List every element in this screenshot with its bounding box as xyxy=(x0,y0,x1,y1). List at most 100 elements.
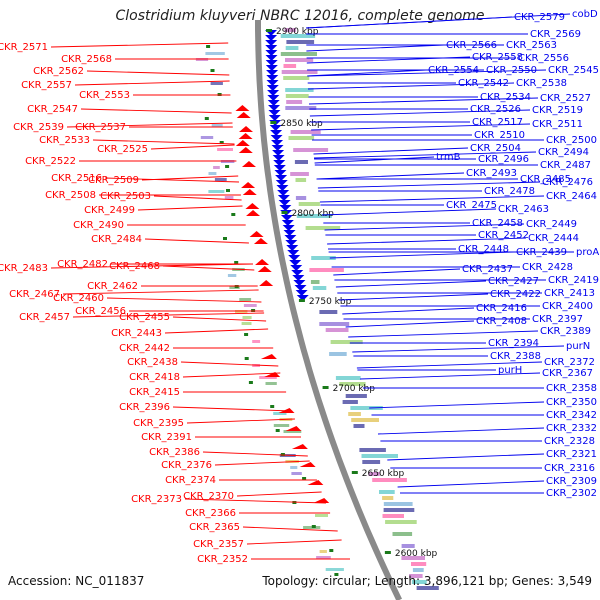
left-gene-label: CKR_2460 xyxy=(53,293,104,304)
right-gene-label: CKR_2458 xyxy=(472,218,523,229)
right-leader-line xyxy=(356,361,543,369)
feature-band xyxy=(319,550,327,553)
right-gene-label: CKR_2388 xyxy=(490,351,541,362)
feature-band xyxy=(325,328,349,332)
feature-band xyxy=(392,532,413,536)
forward-gene-arrow xyxy=(253,238,268,244)
right-gene-label: CKR_2545 xyxy=(548,65,599,76)
feature-band xyxy=(259,376,277,379)
reverse-gene-arrow xyxy=(280,215,293,221)
feature-band xyxy=(319,322,350,326)
left-gene-label: CKR_2490 xyxy=(73,220,124,231)
forward-gene-arrow xyxy=(236,112,251,118)
right-leader-line xyxy=(342,307,475,315)
left-gene-label: CKR_2467 xyxy=(9,289,60,300)
feature-band xyxy=(401,544,415,548)
feature-band xyxy=(411,562,427,566)
left-leader-line xyxy=(74,80,230,86)
feature-band xyxy=(310,280,320,284)
forward-gene-arrow xyxy=(259,280,274,286)
left-leader-line xyxy=(242,526,338,532)
right-leader-line xyxy=(307,69,547,77)
left-gene-label: CKR_2568 xyxy=(61,54,112,65)
right-gene-label: CKR_2444 xyxy=(528,233,579,244)
feature-band xyxy=(211,124,223,127)
feature-band xyxy=(286,100,303,104)
feature-band xyxy=(382,496,394,500)
right-gene-label: CKR_2485 xyxy=(520,174,571,185)
reverse-gene-arrow xyxy=(265,65,278,71)
scale-tick-mark xyxy=(311,525,316,528)
feature-band xyxy=(351,418,379,422)
feature-band xyxy=(288,136,315,140)
feature-band xyxy=(241,322,252,325)
scale-tick-mark xyxy=(225,165,230,168)
reverse-gene-arrow xyxy=(296,295,309,301)
right-gene-label: CKR_2416 xyxy=(476,303,527,314)
left-gene-label: CKR_2391 xyxy=(141,432,192,443)
left-leader-line xyxy=(180,361,279,367)
left-gene-label: CKR_2366 xyxy=(185,508,236,519)
right-leader-line xyxy=(319,195,545,203)
feature-band xyxy=(280,52,317,56)
scale-tick-mark xyxy=(231,213,236,216)
feature-band xyxy=(252,340,261,343)
forward-gene-arrow xyxy=(307,480,324,485)
feature-band xyxy=(348,412,361,416)
scale-ticks: 2900 kbp 2850 kbp 2800 kbp 2750 kbp 2700 kbp… xyxy=(204,27,438,576)
right-gene-label: CKR_2510 xyxy=(474,130,525,141)
right-gene-label: CKR_2579 xyxy=(514,12,565,23)
forward-gene-arrow xyxy=(235,105,250,111)
right-gene-label: CKR_2439 xyxy=(516,247,567,258)
feature-band xyxy=(412,568,424,572)
right-gene-label: CKR_2342 xyxy=(546,410,597,421)
left-gene-label: CKR_2373 xyxy=(131,494,182,505)
feature-band xyxy=(229,286,240,289)
right-leader-line xyxy=(352,345,565,353)
scale-tick-mark xyxy=(384,551,391,554)
forward-gene-arrow xyxy=(235,140,250,146)
right-leader-line xyxy=(324,223,525,231)
left-leader-line xyxy=(86,70,230,76)
left-gene-label: CKR_2395 xyxy=(133,418,184,429)
right-gene-label: CKR_2422 xyxy=(490,289,541,300)
scale-tick-mark xyxy=(223,237,227,240)
right-gene-label: CKR_2358 xyxy=(546,383,597,394)
scale-tick-mark xyxy=(334,573,339,576)
forward-gene-arrow xyxy=(241,161,256,167)
forward-gene-arrow xyxy=(291,444,308,449)
scale-tick-mark xyxy=(226,189,230,192)
right-gene-label: CKR_2372 xyxy=(544,357,595,368)
reverse-gene-arrow xyxy=(266,75,279,81)
reverse-gene-arrow xyxy=(272,150,285,156)
right-gene-label: CKR_2452 xyxy=(478,230,529,241)
right-gene-label: CKR_2554 xyxy=(428,65,479,76)
left-gene-label: CKR_2370 xyxy=(183,491,234,502)
feature-band xyxy=(195,58,209,61)
right-gene-label: CKR_2519 xyxy=(532,105,583,116)
feature-band xyxy=(290,130,321,134)
scale-tick-label: 2900 kbp xyxy=(276,27,319,37)
feature-band xyxy=(283,430,302,433)
feature-band xyxy=(285,46,299,50)
feature-band xyxy=(383,502,413,506)
right-gene-label: CKR_2321 xyxy=(546,449,597,460)
feature-band xyxy=(298,202,320,206)
left-gene-label: CKR_2374 xyxy=(165,475,216,486)
scale-tick-mark xyxy=(298,299,305,302)
right-gene-label: CKR_2332 xyxy=(546,423,597,434)
reverse-gene-arrow xyxy=(266,85,279,91)
right-gene-label: CKR_2475 xyxy=(446,200,497,211)
feature-band xyxy=(286,40,315,44)
reverse-gene-arrow xyxy=(284,235,297,241)
right-leader-line xyxy=(316,172,465,180)
right-leader-line xyxy=(348,330,539,338)
scale-tick-label: 2800 kbp xyxy=(291,209,334,219)
right-gene-label: CKR_2556 xyxy=(518,53,569,64)
right-leader-line xyxy=(338,293,489,301)
left-leader-line xyxy=(50,42,229,48)
reverse-gene-arrow xyxy=(285,240,298,246)
left-leader-line xyxy=(92,139,235,145)
